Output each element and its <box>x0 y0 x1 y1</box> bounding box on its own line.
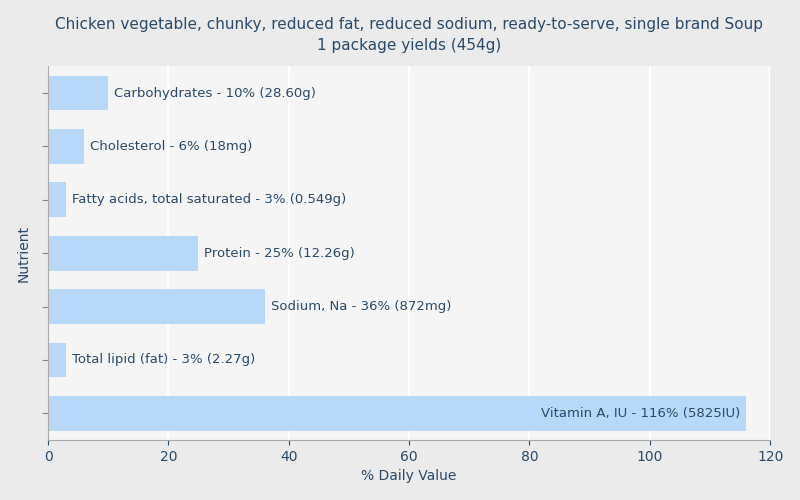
Bar <box>48 129 84 164</box>
Text: Fatty acids, total saturated - 3% (0.549g): Fatty acids, total saturated - 3% (0.549… <box>72 194 346 206</box>
Bar <box>48 76 108 110</box>
Y-axis label: Nutrient: Nutrient <box>17 224 30 281</box>
Text: Protein - 25% (12.26g): Protein - 25% (12.26g) <box>205 246 355 260</box>
Text: Total lipid (fat) - 3% (2.27g): Total lipid (fat) - 3% (2.27g) <box>72 354 255 366</box>
Text: Vitamin A, IU - 116% (5825IU): Vitamin A, IU - 116% (5825IU) <box>541 407 740 420</box>
Bar <box>48 236 198 270</box>
Text: Carbohydrates - 10% (28.60g): Carbohydrates - 10% (28.60g) <box>114 86 316 100</box>
Text: Cholesterol - 6% (18mg): Cholesterol - 6% (18mg) <box>90 140 253 153</box>
Bar <box>48 289 265 324</box>
Title: Chicken vegetable, chunky, reduced fat, reduced sodium, ready-to-serve, single b: Chicken vegetable, chunky, reduced fat, … <box>55 16 763 52</box>
X-axis label: % Daily Value: % Daily Value <box>362 470 457 484</box>
Text: Sodium, Na - 36% (872mg): Sodium, Na - 36% (872mg) <box>270 300 451 313</box>
Bar <box>48 342 66 378</box>
Bar <box>48 182 66 217</box>
Bar <box>48 396 746 430</box>
